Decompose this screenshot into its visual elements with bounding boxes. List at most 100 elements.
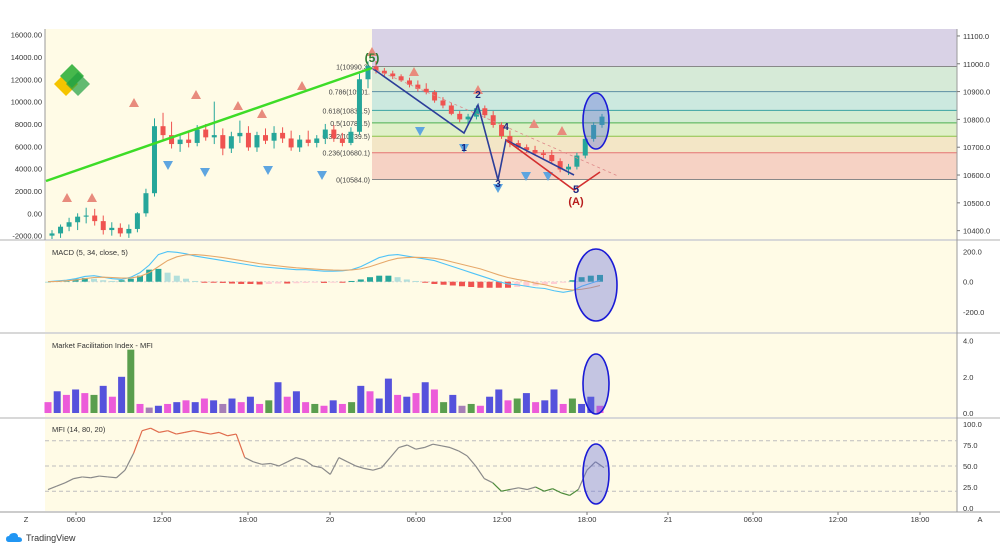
candle-body xyxy=(100,221,106,231)
bw-mfi-bar xyxy=(118,376,126,413)
fractal-up-marker xyxy=(367,47,377,56)
bw-mfi-bar xyxy=(302,402,310,413)
mfi-line-segment xyxy=(432,443,442,447)
mfi-line-segment xyxy=(372,467,382,471)
candle-body xyxy=(390,73,396,77)
fractal-up-marker xyxy=(233,101,243,110)
wave-label: 4 xyxy=(503,122,509,133)
mfi-line-segment xyxy=(595,461,605,469)
channel-line xyxy=(371,67,619,177)
mfi-line-segment xyxy=(355,465,365,470)
mfi-title: MFI (14, 80, 20) xyxy=(52,425,106,434)
mfi-line-segment xyxy=(466,455,477,467)
fractal-up-marker xyxy=(257,109,267,118)
candle-body xyxy=(305,139,311,143)
bw-mfi-bar xyxy=(366,391,374,413)
bw-mfi-bar xyxy=(311,403,319,413)
candle-body xyxy=(263,135,269,141)
macd-histogram-bar xyxy=(587,275,594,282)
candle-body xyxy=(75,216,81,223)
mfi-axis-label: 50.0 xyxy=(963,462,978,471)
mfi-axis-label: 75.0 xyxy=(963,441,978,450)
fib-band xyxy=(372,66,957,92)
time-axis-label: 18:00 xyxy=(239,515,258,524)
mfi-pane: MFI (14, 80, 20) 100.0 75.0 50.0 25.0 0.0 xyxy=(45,420,982,513)
fib-level-label: 0(10584.0) xyxy=(336,177,370,184)
fractal-down-marker xyxy=(459,144,469,153)
macd-histogram-bar xyxy=(302,281,309,283)
bw-mfi-bar xyxy=(357,385,365,413)
macd-histogram-bar xyxy=(394,277,401,282)
macd-histogram-bar xyxy=(238,281,245,284)
bw-mfi-bar xyxy=(99,385,107,413)
candle-body xyxy=(406,80,412,85)
bw-mfi-bar xyxy=(440,402,448,413)
left-axis-tick-label: 14000.00 xyxy=(11,53,42,62)
bw-mfi-bar xyxy=(72,389,80,413)
left-axis-tick-label: 4000.00 xyxy=(15,165,42,174)
macd-histogram-bar xyxy=(127,278,134,282)
time-axis-label: 12:00 xyxy=(153,515,172,524)
time-axis-label: 06:00 xyxy=(67,515,86,524)
macd-histogram-bar xyxy=(523,281,530,287)
highlight-ellipse xyxy=(582,443,610,505)
fractal-down-marker xyxy=(493,184,503,193)
macd-histogram-bar xyxy=(403,279,410,282)
mfi-line-segment xyxy=(159,430,168,433)
candle-body xyxy=(83,215,89,217)
time-axis-label: 18:00 xyxy=(578,515,597,524)
mfi-line-segment xyxy=(313,465,322,469)
wave-label: 2 xyxy=(475,90,481,101)
mfi-line-segment xyxy=(99,475,108,478)
bw-mfi-bar xyxy=(256,403,264,413)
candle-body xyxy=(540,153,546,155)
highlight-ellipse xyxy=(582,353,610,415)
candle-body xyxy=(532,149,538,154)
bw-mfi-axis-label: 2.0 xyxy=(963,373,973,382)
bw-mfi-bar xyxy=(154,405,162,413)
candle-body xyxy=(228,136,234,149)
bw-mfi-bar xyxy=(578,403,586,413)
macd-histogram-bar xyxy=(275,281,281,284)
fib-level-label: 1(10990.3) xyxy=(336,64,370,71)
right-axis-tick-label: 11000.0 xyxy=(963,60,990,69)
mfi-line-segment xyxy=(364,467,374,471)
left-axis-tick-label: 16000.00 xyxy=(11,31,42,40)
left-axis-tick-label: -2000.00 xyxy=(12,232,42,241)
macd-histogram-bar xyxy=(486,281,493,288)
macd-histogram-bar xyxy=(146,269,153,282)
bw-mfi-bar xyxy=(320,405,328,413)
bw-mfi-bar xyxy=(541,400,549,413)
macd-histogram-bar xyxy=(376,275,383,282)
fractal-up-marker xyxy=(87,193,97,202)
candle-body xyxy=(473,108,479,117)
mfi-line-segment xyxy=(116,469,126,479)
macd-histogram-bar xyxy=(505,281,511,288)
candle-body xyxy=(203,129,209,138)
fractal-down-marker xyxy=(543,172,553,181)
fibonacci-retracement: 1(10990.3) 0.786(10901. 0.618(10832.5) 0.5(… xyxy=(323,29,957,184)
candle-body xyxy=(582,138,588,156)
wave-label: 1 xyxy=(461,143,467,154)
candle-body xyxy=(515,143,521,148)
macd-histogram-bar xyxy=(413,280,419,282)
mfi-line-segment xyxy=(424,443,434,449)
mfi-line-segment xyxy=(569,489,579,496)
bw-mfi-bar xyxy=(191,402,199,413)
wave-label: 3 xyxy=(495,179,501,190)
tradingview-brand[interactable]: TradingView xyxy=(6,533,76,543)
candle-body xyxy=(432,92,438,101)
bw-mfi-bar xyxy=(182,400,190,413)
mfi-line-segment xyxy=(64,478,74,484)
bw-mfi-bar xyxy=(127,349,135,413)
mfi-line-segment xyxy=(321,467,331,475)
bw-mfi-bar xyxy=(513,398,521,413)
bw-mfi-bar xyxy=(292,391,300,413)
mfi-line-segment xyxy=(338,457,348,463)
macd-axis-label: 0.0 xyxy=(963,278,973,287)
mfi-line-segment xyxy=(107,476,117,479)
candle-body xyxy=(448,105,454,114)
macd-histogram-bar xyxy=(339,281,346,283)
mfi-line-segment xyxy=(278,461,288,467)
